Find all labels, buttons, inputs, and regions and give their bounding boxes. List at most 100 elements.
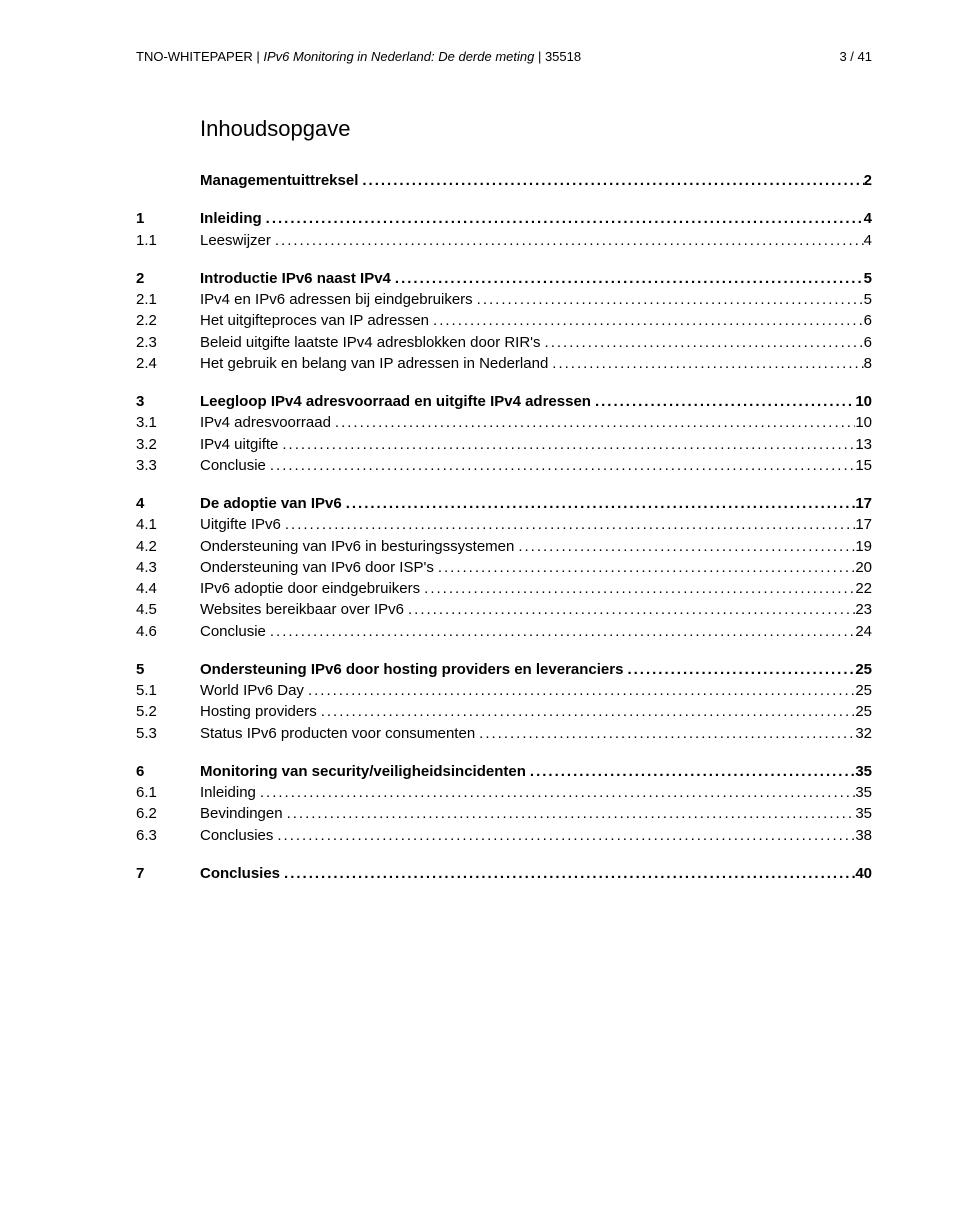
toc-dots: ........................................… <box>541 333 864 353</box>
toc-row: 7Conclusies.............................… <box>136 864 872 884</box>
toc-num: 2 <box>136 269 200 289</box>
toc-row: 4.1Uitgifte IPv6........................… <box>136 515 872 535</box>
toc-dots: ........................................… <box>304 681 855 701</box>
toc-page: 17 <box>855 494 872 514</box>
toc-label: Ondersteuning van IPv6 in besturingssyst… <box>200 537 514 557</box>
toc-label: Leegloop IPv4 adresvoorraad en uitgifte … <box>200 392 591 412</box>
toc-label: Het uitgifteproces van IP adressen <box>200 311 429 331</box>
toc-label: IPv4 uitgifte <box>200 435 278 455</box>
toc-page: 5 <box>864 269 872 289</box>
toc-dots: ........................................… <box>420 579 855 599</box>
header-page: 3 / 41 <box>839 48 872 66</box>
toc-dots: ........................................… <box>548 354 863 374</box>
toc-page: 23 <box>855 600 872 620</box>
toc-row: 3.3Conclusie............................… <box>136 456 872 476</box>
toc-page: 25 <box>855 660 872 680</box>
toc-num: 1 <box>136 209 200 229</box>
toc-num: 2.3 <box>136 333 200 353</box>
toc-num: 4 <box>136 494 200 514</box>
toc-dots: ........................................… <box>391 269 864 289</box>
toc-num: 6 <box>136 762 200 782</box>
toc-dots: ........................................… <box>434 558 855 578</box>
toc-label: World IPv6 Day <box>200 681 304 701</box>
toc-page: 35 <box>855 783 872 803</box>
toc-row: 5.3Status IPv6 producten voor consumente… <box>136 724 872 744</box>
toc-page: 10 <box>855 413 872 433</box>
toc-row: 2.3Beleid uitgifte laatste IPv4 adresblo… <box>136 333 872 353</box>
toc-page: 32 <box>855 724 872 744</box>
toc-top-entry: Managementuittreksel ...................… <box>200 171 872 191</box>
toc-num: 4.1 <box>136 515 200 535</box>
toc-label: Inleiding <box>200 783 256 803</box>
toc-num: 4.3 <box>136 558 200 578</box>
toc-num: 4.6 <box>136 622 200 642</box>
toc-label: Hosting providers <box>200 702 317 722</box>
toc-page: 10 <box>855 392 872 412</box>
toc-label: Ondersteuning van IPv6 door ISP's <box>200 558 434 578</box>
toc-dots: ........................................… <box>404 600 855 620</box>
toc-row: Managementuittreksel ...................… <box>200 171 872 191</box>
toc-dots: ........................................… <box>514 537 855 557</box>
toc-page: 22 <box>855 579 872 599</box>
toc-num: 3.1 <box>136 413 200 433</box>
toc-row: 5.2Hosting providers....................… <box>136 702 872 722</box>
toc-row: 4.3Ondersteuning van IPv6 door ISP's....… <box>136 558 872 578</box>
toc-row: 6.2Bevindingen..........................… <box>136 804 872 824</box>
toc-page: 8 <box>864 354 872 374</box>
toc-page: 35 <box>855 804 872 824</box>
toc-row: 3.1IPv4 adresvoorraad...................… <box>136 413 872 433</box>
toc-label: Ondersteuning IPv6 door hosting provider… <box>200 660 623 680</box>
toc-label: IPv4 adresvoorraad <box>200 413 331 433</box>
toc-label: Leeswijzer <box>200 231 271 251</box>
toc-dots: ........................................… <box>262 209 864 229</box>
toc-page: 15 <box>855 456 872 476</box>
toc-num: 4.2 <box>136 537 200 557</box>
toc-page: 6 <box>864 311 872 331</box>
toc-row: 4.6Conclusie............................… <box>136 622 872 642</box>
toc-num: 5.2 <box>136 702 200 722</box>
toc-row: 5.1World IPv6 Day.......................… <box>136 681 872 701</box>
toc-label: De adoptie van IPv6 <box>200 494 342 514</box>
toc-label: Het gebruik en belang van IP adressen in… <box>200 354 548 374</box>
toc-num: 6.3 <box>136 826 200 846</box>
toc-num: 1.1 <box>136 231 200 251</box>
toc-num: 2.1 <box>136 290 200 310</box>
toc-section: 1Inleiding..............................… <box>136 209 872 251</box>
toc-row: 2.4Het gebruik en belang van IP adressen… <box>136 354 872 374</box>
toc-dots: ........................................… <box>256 783 855 803</box>
toc-page: 19 <box>855 537 872 557</box>
toc-row: 4.4IPv6 adoptie door eindgebruikers.....… <box>136 579 872 599</box>
toc-label: Bevindingen <box>200 804 283 824</box>
toc-row: 3.2IPv4 uitgifte........................… <box>136 435 872 455</box>
toc-label: Websites bereikbaar over IPv6 <box>200 600 404 620</box>
toc-num: 4.5 <box>136 600 200 620</box>
toc-page: 5 <box>864 290 872 310</box>
toc-label: Inleiding <box>200 209 262 229</box>
header-left: TNO-WHITEPAPER | IPv6 Monitoring in Nede… <box>136 48 581 66</box>
toc-label: Conclusie <box>200 622 266 642</box>
toc-label: Conclusies <box>200 826 273 846</box>
toc-dots: ........................................… <box>317 702 856 722</box>
toc-page: 25 <box>855 702 872 722</box>
toc-section: 3Leegloop IPv4 adresvoorraad en uitgifte… <box>136 392 872 476</box>
toc-label: Conclusie <box>200 456 266 476</box>
toc-label: Conclusies <box>200 864 280 884</box>
toc-page: 13 <box>855 435 872 455</box>
toc-dots: ........................................… <box>358 171 863 191</box>
toc-dots: ........................................… <box>266 622 855 642</box>
toc-num: 4.4 <box>136 579 200 599</box>
toc-dots: ........................................… <box>266 456 855 476</box>
toc-dots: ........................................… <box>281 515 855 535</box>
toc-num: 5.1 <box>136 681 200 701</box>
toc-dots: ........................................… <box>280 864 855 884</box>
toc-dots: ........................................… <box>283 804 856 824</box>
toc-page: 4 <box>864 209 872 229</box>
toc-row: 6.1Inleiding............................… <box>136 783 872 803</box>
toc-dots: ........................................… <box>473 290 864 310</box>
toc-num: 3.2 <box>136 435 200 455</box>
toc-body: 1Inleiding..............................… <box>136 209 872 884</box>
toc-num: 7 <box>136 864 200 884</box>
toc-page: 17 <box>855 515 872 535</box>
toc-label: Managementuittreksel <box>200 171 358 191</box>
toc-heading: Inhoudsopgave <box>200 114 872 144</box>
